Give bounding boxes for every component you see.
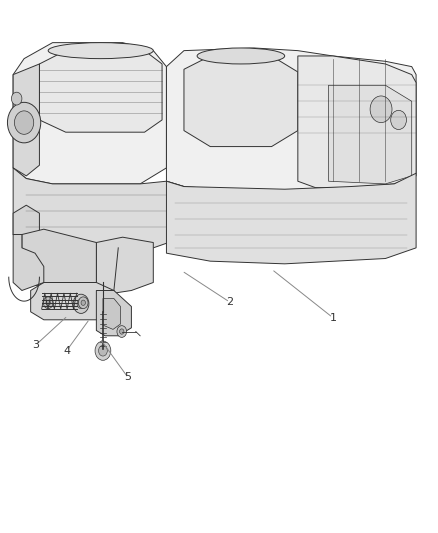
- Circle shape: [11, 92, 22, 105]
- Circle shape: [117, 326, 127, 337]
- Circle shape: [43, 297, 53, 309]
- Circle shape: [99, 345, 107, 356]
- Polygon shape: [13, 168, 184, 248]
- Text: 3: 3: [32, 340, 39, 350]
- Polygon shape: [96, 237, 153, 293]
- Circle shape: [391, 110, 406, 130]
- Polygon shape: [96, 290, 131, 336]
- Polygon shape: [97, 344, 109, 357]
- Polygon shape: [328, 85, 412, 184]
- Circle shape: [78, 297, 88, 309]
- Polygon shape: [13, 43, 166, 184]
- Text: 5: 5: [124, 373, 131, 382]
- Circle shape: [120, 329, 124, 334]
- Ellipse shape: [48, 43, 153, 59]
- Circle shape: [14, 111, 34, 134]
- Circle shape: [370, 96, 392, 123]
- Text: 1: 1: [329, 313, 336, 322]
- Polygon shape: [298, 56, 416, 188]
- Ellipse shape: [197, 48, 285, 64]
- Polygon shape: [13, 205, 39, 243]
- Polygon shape: [184, 56, 298, 147]
- Polygon shape: [13, 235, 44, 290]
- Circle shape: [95, 341, 111, 360]
- Text: 4: 4: [63, 346, 70, 356]
- Circle shape: [81, 300, 85, 305]
- Polygon shape: [22, 229, 96, 290]
- Polygon shape: [166, 48, 416, 192]
- Circle shape: [77, 299, 85, 309]
- Polygon shape: [31, 282, 114, 320]
- Circle shape: [73, 294, 89, 313]
- Polygon shape: [103, 298, 120, 329]
- Polygon shape: [166, 173, 416, 264]
- Polygon shape: [39, 51, 162, 132]
- Text: 2: 2: [226, 297, 233, 307]
- Circle shape: [46, 300, 50, 305]
- Polygon shape: [13, 64, 39, 176]
- Circle shape: [7, 102, 41, 143]
